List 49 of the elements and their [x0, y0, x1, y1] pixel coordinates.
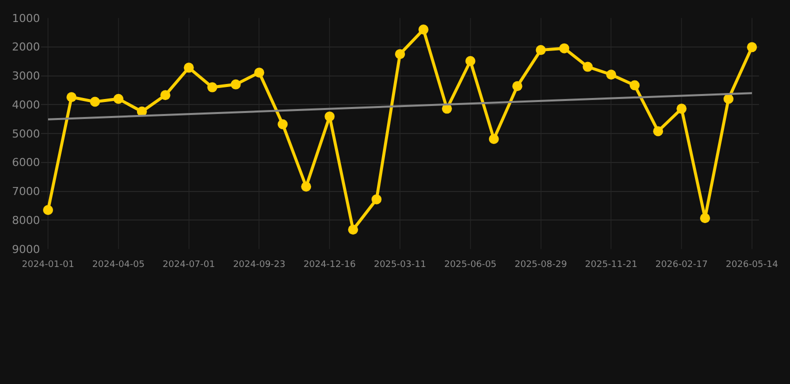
point [43, 205, 54, 216]
point [301, 182, 312, 192]
y-tick-label: 5000 [12, 127, 40, 140]
point [559, 43, 570, 54]
point [278, 119, 288, 130]
x-tick-label: 2024-12-16 [303, 260, 356, 270]
point [207, 82, 218, 92]
y-tick-label: 8000 [12, 214, 40, 227]
x-tick-label: 2024-01-01 [22, 260, 74, 270]
point [90, 96, 100, 107]
point [746, 42, 757, 52]
point [160, 90, 170, 100]
x-tick-label: 2026-02-17 [655, 260, 708, 270]
point [113, 94, 124, 104]
point [372, 194, 382, 204]
x-tick-label: 2024-09-23 [233, 260, 286, 270]
point [254, 68, 264, 78]
point [465, 56, 476, 66]
point [230, 79, 241, 90]
point [536, 45, 546, 56]
x-tick-label: 2025-08-29 [514, 260, 568, 270]
point [395, 49, 405, 60]
point [653, 126, 664, 136]
point [582, 62, 593, 72]
point [630, 80, 640, 90]
x-tick-label: 2024-07-01 [162, 260, 215, 270]
x-tick-label: 2026-05-14 [726, 260, 778, 270]
x-tick-label: 2025-06-05 [444, 260, 497, 270]
point [512, 81, 522, 92]
y-tick-label: 1000 [12, 12, 40, 25]
point [676, 104, 687, 114]
point [724, 94, 734, 104]
y-tick-label: 4000 [12, 98, 40, 112]
point [488, 134, 499, 144]
point [700, 213, 710, 224]
point [324, 111, 335, 122]
x-tick-label: 2024-04-05 [92, 260, 145, 270]
y-tick-label: 3000 [12, 70, 40, 83]
x-tick-label: 2025-11-21 [585, 260, 638, 270]
y-tick-label: 2000 [12, 40, 40, 54]
point [418, 24, 428, 35]
point [184, 62, 194, 73]
x-tick-label: 2025-03-11 [374, 260, 426, 270]
y-tick-label: 6000 [12, 156, 40, 170]
point [348, 224, 358, 235]
y-tick-label: 7000 [12, 185, 40, 198]
point [66, 92, 76, 102]
y-tick-label: 9000 [12, 242, 40, 256]
point [606, 70, 616, 80]
